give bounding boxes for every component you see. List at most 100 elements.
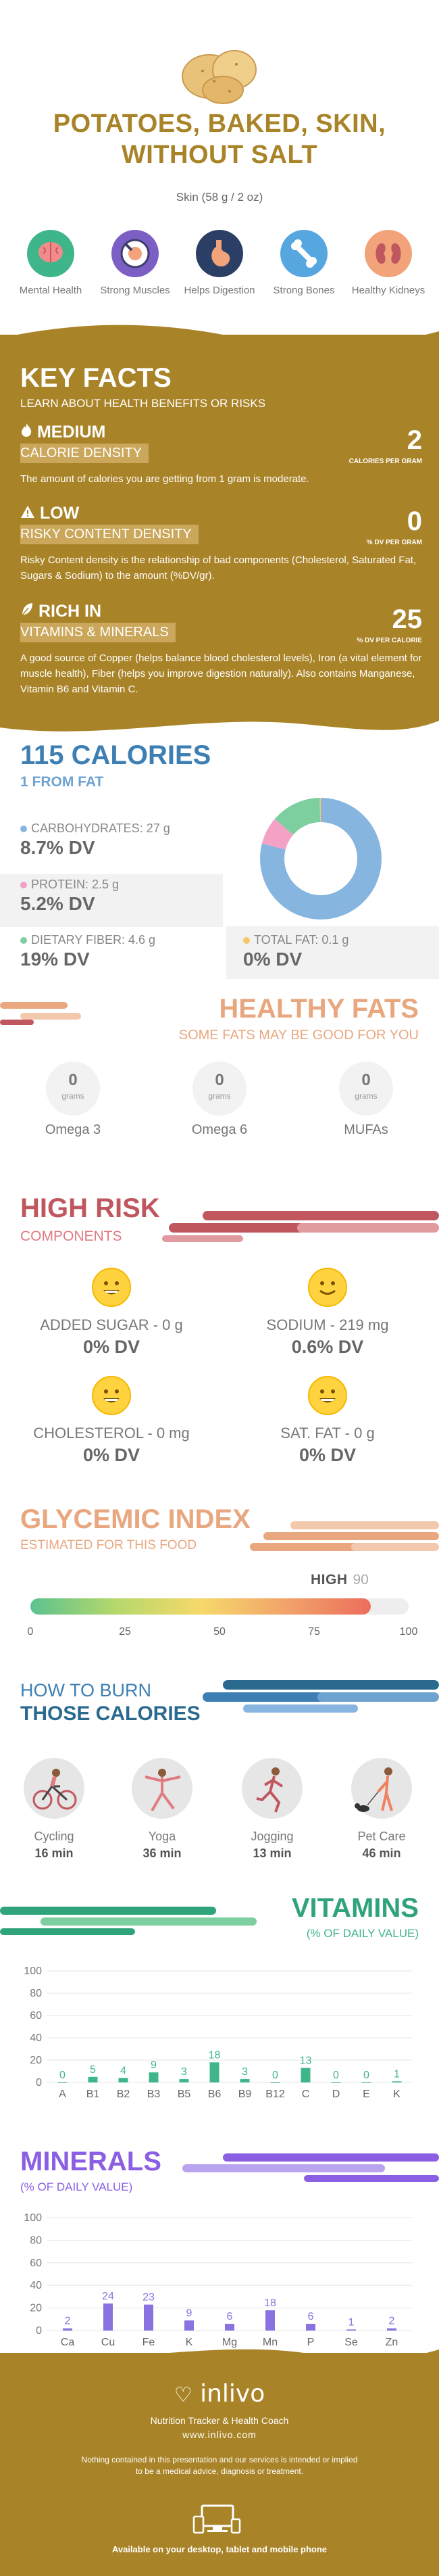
burn-calories-section: HOW TO BURN THOSE CALORIES Cycling 16 mi…	[0, 1663, 439, 1880]
bar-value-label: 0	[59, 2070, 66, 2081]
kidney-icon	[365, 230, 412, 277]
glycemic-tick-label: 100	[399, 1626, 418, 1638]
fat-value: 0	[68, 1071, 78, 1089]
fat-unit: grams	[208, 1091, 231, 1101]
footer-url[interactable]: www.inlivo.com	[182, 2429, 257, 2440]
inlivo-logo: ♡ inlivo	[0, 2380, 439, 2408]
key-fact-name: RISKY CONTENT DENSITY	[20, 525, 199, 544]
y-tick-label: 100	[24, 2212, 42, 2224]
macro-label: PROTEIN: 2.5 g	[31, 878, 120, 891]
category-label: B12	[265, 2089, 285, 2100]
bar-value-label: 0	[363, 2070, 369, 2081]
warning-icon	[21, 506, 34, 518]
flame-icon	[22, 423, 32, 437]
y-tick-label: 0	[36, 2077, 42, 2089]
burn-title-line1: HOW TO BURN	[20, 1680, 152, 1700]
category-label: B9	[238, 2089, 252, 2100]
activity-jogging: Jogging 13 min	[232, 1758, 313, 1861]
high-risk-title: HIGH RISK	[20, 1193, 160, 1223]
key-fact-description: A good source of Copper (helps balance b…	[20, 652, 422, 695]
risk-added-sugar: ADDED SUGAR - 0 g 0% DV	[10, 1268, 213, 1358]
high-risk-subtitle: COMPONENTS	[20, 1229, 122, 1244]
glycemic-tick-label: 75	[308, 1626, 320, 1638]
logo-text: inlivo	[200, 2380, 265, 2408]
activity-pet-care: Pet Care 46 min	[341, 1758, 422, 1861]
vitamins-decoration	[0, 1907, 257, 1935]
category-label: B5	[178, 2089, 191, 2100]
category-label: B3	[147, 2089, 161, 2100]
fat-mufas: 0 grams MUFAs	[315, 1062, 417, 1138]
high-risk-section: HIGH RISK COMPONENTS ADDED SUGAR - 0 g 0…	[0, 1187, 439, 1477]
bar-value-label: 9	[186, 2308, 192, 2319]
risk-label: CHOLESTEROL - 0 mg	[33, 1425, 190, 1441]
key-fact-level: MEDIUM	[20, 423, 422, 442]
key-fact-description: The amount of calories you are getting f…	[20, 473, 309, 485]
cycling-icon	[24, 1758, 84, 1819]
bar-value-label: 1	[394, 2068, 400, 2080]
glycemic-tick-label: 0	[27, 1626, 34, 1638]
glycemic-title: GLYCEMIC INDEX	[20, 1504, 251, 1534]
benefit-item: Strong Bones	[263, 230, 344, 297]
vitamins-bar-chart: 0204060801000A5B14B29B33B518B63B90B1213C…	[24, 1965, 412, 2100]
macro-label: TOTAL FAT: 0.1 g	[254, 933, 349, 947]
activity-time: 13 min	[253, 1846, 292, 1860]
vitamins-title: VITAMINS	[291, 1893, 419, 1923]
bar-value-label: 3	[181, 2066, 187, 2078]
bar-B2	[118, 2078, 128, 2082]
macro-protein: PROTEIN: 2.5 g 5.2% DV	[0, 878, 223, 915]
key-fact-value: 0	[407, 506, 422, 536]
glycemic-bar	[30, 1598, 409, 1615]
glycemic-level-label: HIGH 90	[311, 1572, 369, 1588]
category-label: B6	[208, 2089, 222, 2100]
category-label: Zn	[386, 2337, 398, 2348]
vitamins-section: VITAMINS (% OF DAILY VALUE) 0 20 40 60 80 100…	[0, 1886, 439, 2109]
footer-section: ♡ inlivo Nutrition Tracker & Health Coac…	[0, 2349, 439, 2576]
bar-value-label: 5	[90, 2064, 96, 2076]
fat-circle: 0 grams	[339, 1062, 393, 1116]
benefits-row: Mental Health Strong Muscles Helps Digesti…	[10, 230, 429, 297]
fat-dot	[243, 937, 250, 944]
bar-A	[57, 2082, 68, 2083]
risk-label: ADDED SUGAR - 0 g	[40, 1316, 183, 1333]
key-fact-risky-content: LOW RISKY CONTENT DENSITY 0 % DV PER GRA…	[20, 504, 422, 583]
bar-value-label: 3	[242, 2066, 248, 2078]
risk-cholesterol: CHOLESTEROL - 0 mg 0% DV	[10, 1376, 213, 1466]
fat-name: Omega 6	[191, 1122, 248, 1137]
key-facts-wave	[0, 325, 439, 358]
bar-B6	[209, 2062, 220, 2082]
glycemic-bar-fill	[30, 1598, 371, 1615]
burn-title-line2: THOSE CALORIES	[20, 1702, 201, 1725]
bar-B5	[179, 2079, 189, 2082]
bar-Se	[346, 2329, 356, 2331]
calories-title: 115 CALORIES	[20, 740, 211, 770]
fat-circle: 0 grams	[46, 1062, 100, 1116]
bar-Ca	[63, 2328, 72, 2331]
risk-label: SODIUM - 219 mg	[266, 1316, 389, 1333]
minerals-section: MINERALS (% OF DAILY VALUE) 0 20 40 60 80 100…	[0, 2140, 439, 2356]
fat-name: Omega 3	[45, 1122, 101, 1137]
leaf-icon	[22, 603, 32, 616]
bar-Mg	[225, 2323, 234, 2331]
minerals-title: MINERALS	[20, 2147, 161, 2176]
minerals-subtitle: (% OF DAILY VALUE)	[20, 2180, 133, 2193]
benefit-item: Helps Digestion	[179, 230, 260, 297]
smiley-icon	[308, 1268, 347, 1307]
pet-care-icon	[351, 1758, 412, 1819]
bar-value-label: 0	[272, 2070, 278, 2081]
y-tick-label: 100	[24, 1965, 42, 1977]
category-label: D	[332, 2089, 340, 2100]
y-tick-label: 40	[30, 2280, 42, 2291]
category-label: A	[59, 2089, 66, 2100]
y-tick-label: 80	[30, 1988, 42, 1999]
jogging-icon	[242, 1758, 303, 1819]
risk-sodium: SODIUM - 219 mg 0.6% DV	[226, 1268, 429, 1358]
key-fact-level-text: RICH IN	[38, 602, 102, 621]
category-label: Ca	[61, 2337, 75, 2348]
fat-omega6: 0 grams Omega 6	[169, 1062, 270, 1138]
benefit-label: Strong Bones	[273, 285, 335, 296]
benefit-item: Mental Health	[10, 230, 91, 297]
minerals-decoration	[182, 2153, 439, 2182]
key-fact-unit: CALORIES PER GRAM	[348, 458, 422, 465]
brain-icon	[27, 230, 74, 277]
stomach-icon	[196, 230, 243, 277]
